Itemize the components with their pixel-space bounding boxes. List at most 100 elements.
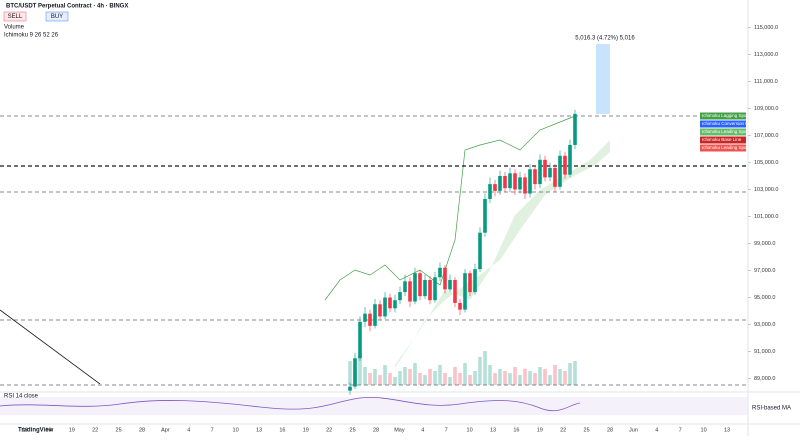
candle-body [398,292,402,301]
volume-bar [373,369,377,385]
candle-body [363,313,367,322]
volume-bar [393,377,397,385]
candle-body [443,267,447,290]
sell-button[interactable] [3,11,27,22]
candle-body [503,176,507,189]
y-tick-label: 111,000.0 [754,79,778,85]
rsi-title: RSI 14 close [4,394,39,400]
candle-body [378,304,382,317]
indicator-tag [700,120,746,128]
indicator-tag-label: Ichimoku Leading Span A [702,129,753,134]
candle-body [468,273,472,293]
x-tick-label: 28 [607,427,613,433]
volume-bar [378,375,382,385]
measure-box [596,44,610,114]
volume-bar [413,363,417,385]
volume-bar [383,365,387,385]
volume-bar [433,371,437,385]
indicator-tag [700,136,746,144]
indicator-tag-label: Ichimoku Base Line [702,137,742,142]
candle-body [573,113,577,145]
candle-body [348,386,352,391]
volume-bar [498,369,502,385]
x-tick-label: 25 [584,427,590,433]
x-tick-label: 19 [303,427,309,433]
y-tick-label: 113,000.0 [754,52,778,58]
candle-body [498,176,502,191]
x-tick-label: 25 [350,427,356,433]
candle-body [473,269,477,293]
volume-bar [488,365,492,385]
indicator-tag [700,112,746,120]
volume-bar [508,373,512,385]
candle-body [448,279,452,290]
indicator-tag-label: Ichimoku Conversion Line [702,121,754,126]
volume-bar [388,373,392,385]
x-tick-label: 22 [92,427,98,433]
volume-bar [368,373,372,385]
x-tick-label: 16 [513,427,519,433]
y-tick-label: 109,000.0 [754,106,778,112]
candle-body [453,279,457,303]
x-tick-label: 19 [69,427,75,433]
volume-bar [448,377,452,385]
x-tick-label: 13 [22,427,28,433]
candle-body [428,279,432,301]
candle-body [528,169,532,194]
candle-body [558,155,562,187]
volume-bar [428,369,432,385]
volume-bar [458,373,462,385]
volume-bar [513,367,517,385]
indicator-tag [700,144,746,152]
volume-bar [533,373,537,385]
x-tick-label: 22 [326,427,332,433]
brand: TradingView [18,428,54,434]
candle-body [353,358,357,387]
candle-body [438,267,442,278]
candle-body [543,159,547,178]
y-tick-label: 101,000.0 [754,214,778,220]
buy-button[interactable] [45,11,69,22]
volume-bar [438,365,442,385]
x-tick-label: May [394,427,405,433]
x-tick-label: 13 [724,427,730,433]
volume-bar [423,375,427,385]
trend-line [0,309,101,385]
volume-bar [523,369,527,385]
y-tick-label: 91,000.0 [754,349,775,355]
rsi-ma-label: RSI-based MA [752,406,791,412]
measure-label: 5,016.3 (4.72%) 5,016 [575,36,635,42]
x-tick-label: 13 [490,427,496,433]
volume-bar [408,369,412,385]
volume-bar [398,371,402,385]
volume-bar [348,361,352,385]
candle-body [388,297,392,309]
x-tick-label: 7 [445,427,448,433]
volume-bar [563,371,567,385]
volume-bar [528,371,532,385]
rsi-line [0,396,581,412]
volume-bar [568,363,572,385]
candle-body [433,277,437,301]
volume-bar [543,369,547,385]
indicator-tag-label: Ichimoku Lagging Span [702,113,750,118]
x-tick-label: 7 [679,427,682,433]
x-tick-label: 4 [187,427,190,433]
candle-body [553,167,557,187]
candle-body [403,281,407,293]
candle-body [563,155,567,175]
x-tick-label: 13 [256,427,262,433]
candle-body [483,198,487,233]
x-tick-label: 25 [116,427,122,433]
volume-bar [493,373,497,385]
candle-body [393,300,397,309]
volume-bar [468,375,472,385]
candle-body [493,184,497,191]
candle-body [568,144,572,175]
indicator-tag [700,128,746,136]
volume-bar [418,373,422,385]
x-tick-label: Jun [629,427,638,433]
x-tick-label: 28 [139,427,145,433]
sell-label: SELL [8,14,23,20]
